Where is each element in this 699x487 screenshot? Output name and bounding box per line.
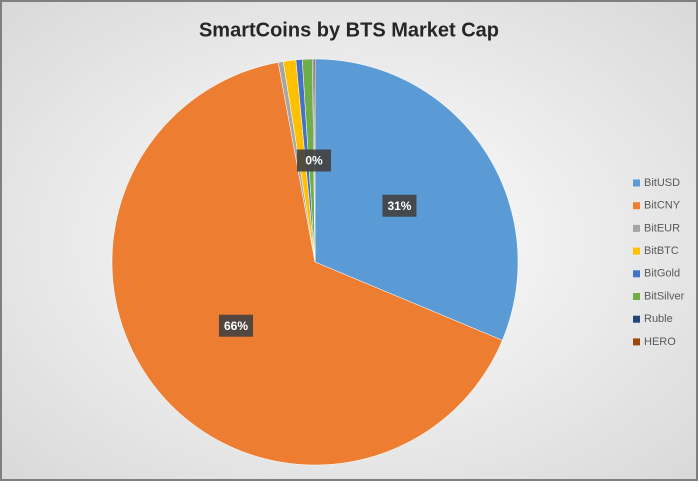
- pie-slice: [314, 58, 519, 341]
- legend-swatch: [633, 224, 640, 232]
- legend-swatch: [633, 270, 640, 278]
- legend-swatch: [633, 338, 640, 346]
- pie-slice: [111, 62, 503, 466]
- legend-label: Ruble: [644, 313, 673, 325]
- legend-label: BitCNY: [644, 200, 681, 212]
- legend-swatch: [633, 247, 640, 255]
- data-label-box: [218, 314, 253, 337]
- data-label: 31%: [387, 199, 411, 213]
- legend-label: BitEUR: [644, 222, 680, 234]
- data-label: 0%: [305, 154, 323, 168]
- legend-swatch: [633, 315, 640, 323]
- legend-swatch: [633, 202, 640, 210]
- legend-label: HERO: [644, 336, 676, 348]
- legend-label: BitUSD: [644, 177, 680, 189]
- legend-swatch: [633, 293, 640, 300]
- data-label-box: [297, 149, 332, 172]
- legend-label: BitSilver: [644, 290, 685, 302]
- data-label: 66%: [224, 319, 248, 333]
- data-label-box: [382, 194, 417, 217]
- legend-label: BitGold: [644, 268, 680, 280]
- legend-label: BitBTC: [644, 245, 679, 257]
- chart-title: SmartCoins by BTS Market Cap: [199, 19, 499, 41]
- legend-swatch: [633, 179, 640, 187]
